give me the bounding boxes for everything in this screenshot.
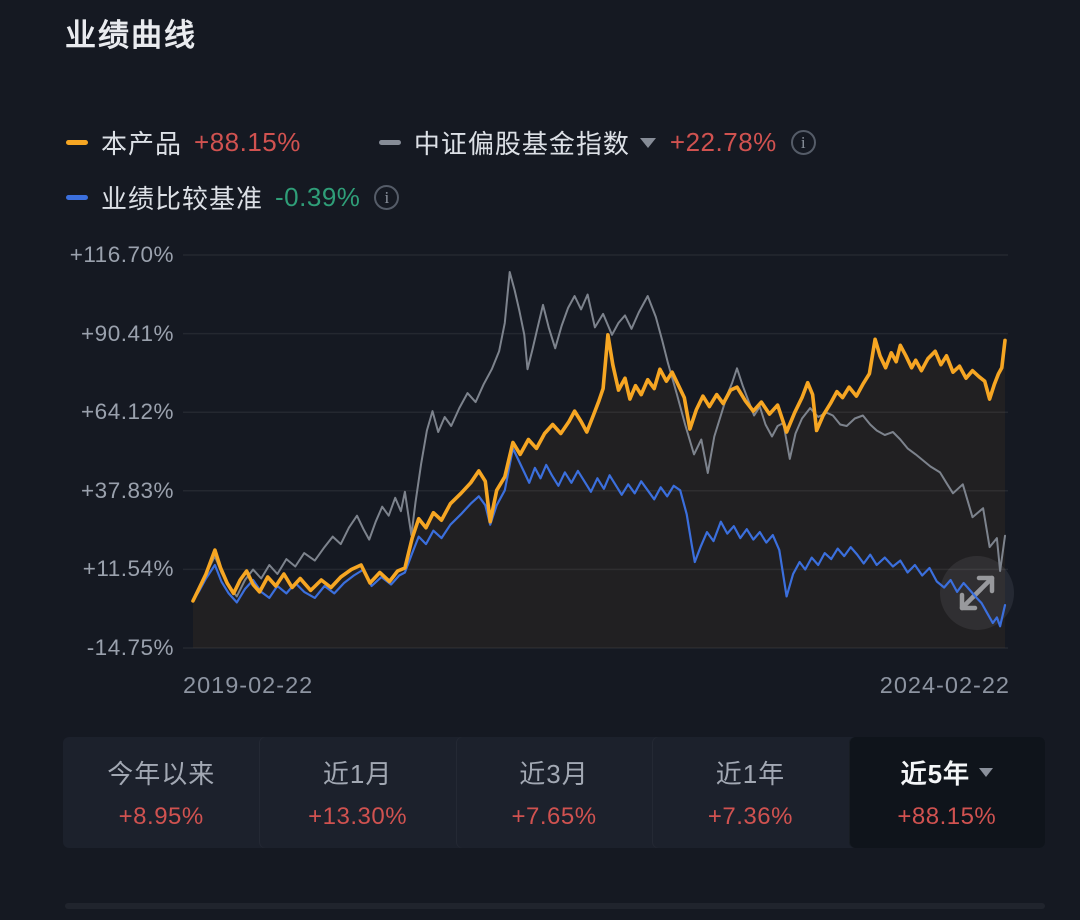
y-axis-tick: +11.54% bbox=[82, 556, 174, 582]
chart-legend-row-2: 业绩比较基准 -0.39% bbox=[66, 179, 477, 216]
product-line bbox=[191, 332, 1007, 603]
legend-series-return: +88.15% bbox=[194, 127, 301, 157]
dropdown-arrow-icon[interactable] bbox=[979, 768, 994, 777]
y-axis-tick: -14.75% bbox=[86, 635, 174, 660]
tab-period-3[interactable]: 近1年 +7.36% bbox=[652, 737, 848, 848]
period-tabs: 今年以来 +8.95% 近1月 +13.30% 近3月 +7.65% 近1年 +7.36% 近5… bbox=[63, 737, 1046, 848]
tab-period-0[interactable]: 今年以来 +8.95% bbox=[63, 737, 259, 848]
y-axis-tick: +37.83% bbox=[81, 477, 174, 503]
tab-period-4[interactable]: 近5年 +88.15% bbox=[848, 737, 1046, 848]
x-axis-end-date: 2024-02-22 bbox=[879, 672, 1010, 698]
legend-series-name: 中证偏股基金指数 bbox=[413, 129, 630, 159]
dropdown-arrow-icon[interactable] bbox=[639, 137, 656, 148]
legend-item-0: 本产品 +88.15% bbox=[66, 124, 301, 161]
legend-item-2: 业绩比较基准 -0.39% bbox=[66, 179, 400, 216]
tab-label: 近5年 bbox=[900, 759, 971, 789]
legend-series-name: 本产品 bbox=[101, 129, 183, 159]
page-title: 业绩曲线 bbox=[65, 18, 197, 53]
y-axis-tick: +64.12% bbox=[81, 399, 174, 425]
legend-dash-icon bbox=[378, 140, 401, 145]
tab-return-value: +7.65% bbox=[511, 803, 597, 830]
benchmark-line bbox=[191, 447, 1007, 628]
tab-period-1[interactable]: 近1月 +13.30% bbox=[259, 737, 455, 848]
expand-icon bbox=[959, 575, 995, 611]
index-line bbox=[192, 271, 1006, 602]
y-axis-tick: +116.70% bbox=[69, 242, 174, 267]
info-icon[interactable] bbox=[374, 185, 400, 210]
tab-return-value: +8.95% bbox=[118, 803, 204, 830]
tab-return-value: +88.15% bbox=[897, 803, 997, 830]
legend-dash-icon bbox=[66, 140, 88, 145]
tab-label: 今年以来 bbox=[107, 759, 216, 789]
chart-legend-row-1: 本产品 +88.15% 中证偏股基金指数 +22.78% bbox=[66, 124, 894, 161]
tab-return-value: +7.36% bbox=[707, 803, 793, 830]
product-area-fill bbox=[193, 334, 1005, 648]
expand-chart-button[interactable] bbox=[940, 556, 1014, 630]
legend-series-return: -0.39% bbox=[275, 182, 361, 212]
info-icon[interactable] bbox=[790, 130, 816, 155]
legend-series-return: +22.78% bbox=[669, 127, 777, 157]
y-axis-tick: +90.41% bbox=[81, 320, 174, 346]
tab-label: 近1年 bbox=[715, 759, 786, 789]
legend-series-name: 业绩比较基准 bbox=[101, 184, 264, 214]
tab-period-2[interactable]: 近3月 +7.65% bbox=[456, 737, 652, 848]
legend-dash-icon bbox=[66, 195, 88, 200]
section-divider bbox=[65, 903, 1045, 909]
tab-label: 近3月 bbox=[519, 759, 589, 789]
x-axis-start-date: 2019-02-22 bbox=[183, 672, 314, 698]
tab-return-value: +13.30% bbox=[308, 803, 408, 830]
legend-item-1[interactable]: 中证偏股基金指数 +22.78% bbox=[378, 124, 816, 161]
tab-label: 近1月 bbox=[322, 759, 393, 789]
